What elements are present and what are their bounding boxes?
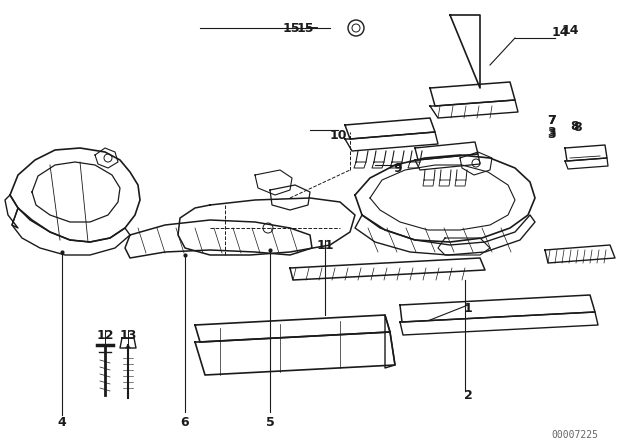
Text: 10: 10 xyxy=(329,129,347,142)
Text: —: — xyxy=(306,22,318,34)
Text: 9: 9 xyxy=(394,161,403,175)
Text: 2: 2 xyxy=(463,388,472,401)
Text: 14: 14 xyxy=(562,23,579,36)
Text: 15: 15 xyxy=(296,22,314,34)
Text: 13: 13 xyxy=(119,328,137,341)
Text: 1: 1 xyxy=(463,302,472,314)
Text: 5: 5 xyxy=(266,415,275,428)
Text: 8: 8 xyxy=(571,120,579,133)
Text: 3: 3 xyxy=(548,125,556,138)
Text: 7: 7 xyxy=(548,113,556,126)
Text: 6: 6 xyxy=(180,415,189,428)
Text: 14: 14 xyxy=(551,26,569,39)
Text: 00007225: 00007225 xyxy=(552,430,598,440)
Text: 15: 15 xyxy=(282,22,300,34)
Text: 8: 8 xyxy=(573,121,582,134)
Text: 3: 3 xyxy=(548,128,556,141)
Text: 11: 11 xyxy=(316,238,333,251)
Text: 12: 12 xyxy=(96,328,114,341)
Text: 7: 7 xyxy=(548,113,556,126)
Text: 4: 4 xyxy=(58,415,67,428)
